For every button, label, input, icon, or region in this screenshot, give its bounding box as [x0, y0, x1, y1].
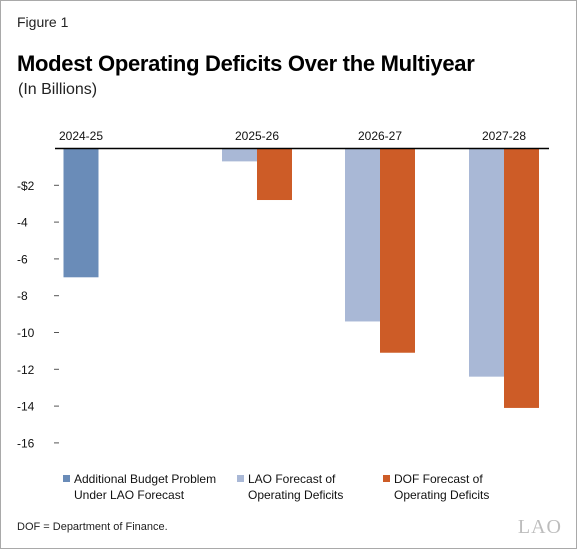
bar-2026-27-series-2 [380, 148, 415, 353]
legend-label: Additional Budget Problem Under LAO Fore… [74, 471, 216, 503]
y-tick-label: -8 [17, 289, 28, 303]
bar-2026-27-series-1 [345, 148, 380, 322]
legend-label: DOF Forecast of Operating Deficits [394, 471, 489, 503]
x-category-label: 2024-25 [59, 129, 103, 143]
legend-swatch [383, 475, 390, 482]
legend-label-line2: Operating Deficits [248, 488, 344, 502]
y-tick-label: -12 [17, 363, 35, 377]
bar-2024-25-series-0 [63, 148, 99, 278]
legend-label-line1: Additional Budget Problem [74, 472, 217, 486]
bar-2025-26-series-2 [257, 148, 292, 201]
legend-label-line2: Under LAO Forecast [74, 488, 185, 502]
legend-swatch [63, 475, 70, 482]
legend-label-line1: LAO Forecast of [248, 472, 336, 486]
bar-2027-28-series-1 [469, 148, 504, 377]
y-tick-label: -6 [17, 252, 28, 266]
y-tick-label: -10 [17, 326, 35, 340]
y-tick-label: -4 [17, 216, 28, 230]
legend-label: LAO Forecast of Operating Deficits [248, 471, 343, 503]
chart-title: Modest Operating Deficits Over the Multi… [17, 51, 475, 76]
bar-2025-26-series-1 [222, 148, 257, 162]
y-tick-label: -14 [17, 400, 35, 414]
x-category-label: 2025-26 [235, 129, 279, 143]
footnote: DOF = Department of Finance. [17, 521, 168, 533]
bar-chart: -$2 -4 -6 -8 -10 -12 -14 -16 2024-25 2025-26 2026-… [17, 129, 549, 450]
legend-label-line1: DOF Forecast of [394, 472, 483, 486]
x-category-label: 2027-28 [482, 129, 526, 143]
chart-subtitle: (In Billions) [18, 81, 98, 98]
y-tick-label: -$2 [17, 179, 35, 193]
lao-logo: LAO [517, 516, 562, 538]
y-tick-label: -16 [17, 436, 35, 450]
legend-swatch [237, 475, 244, 482]
x-category-label: 2026-27 [358, 129, 402, 143]
legend-label-line2: Operating Deficits [394, 488, 490, 502]
figure-label: Figure 1 [17, 14, 69, 30]
bar-2027-28-series-2 [504, 148, 539, 408]
